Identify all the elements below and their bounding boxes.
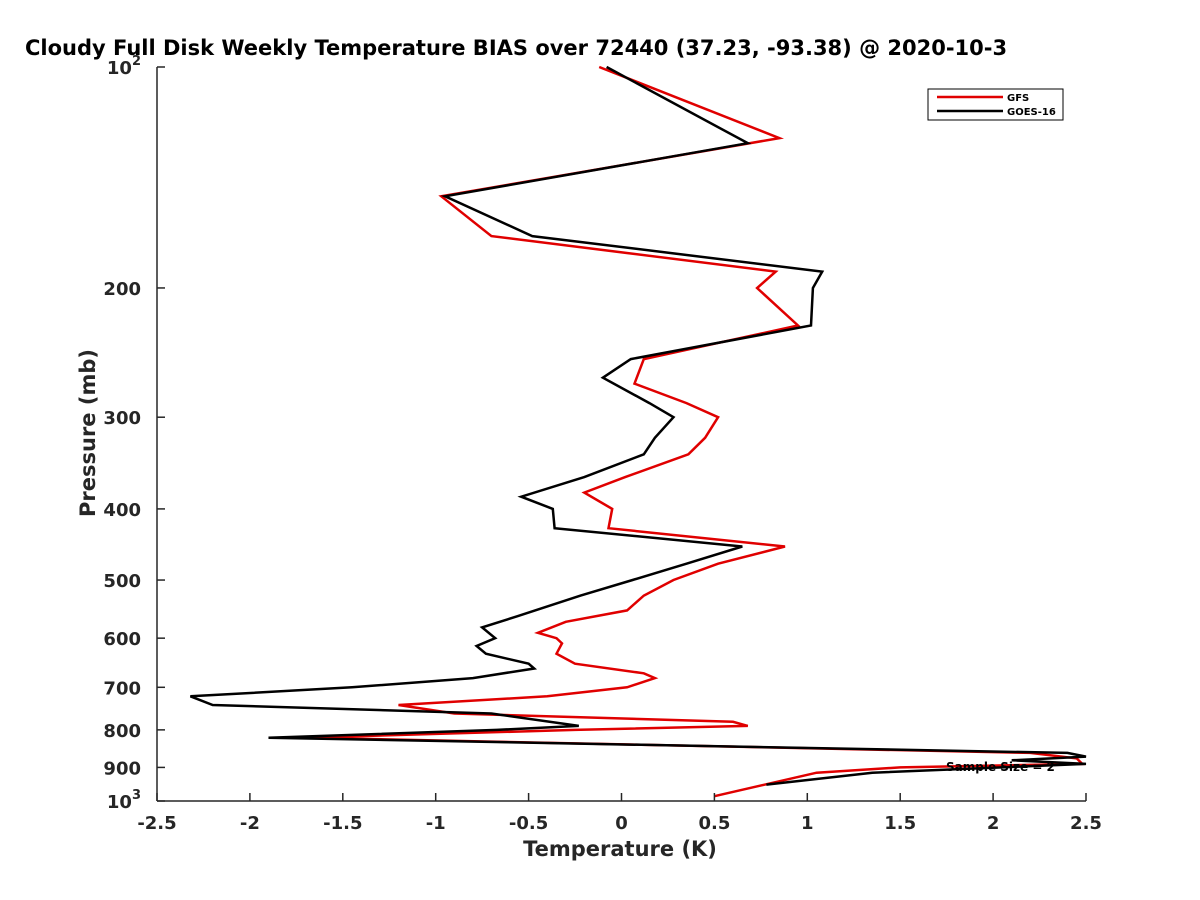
y-tick-label: 500 bbox=[103, 571, 141, 592]
y-tick-label: 700 bbox=[103, 678, 141, 699]
x-tick-label: -2 bbox=[240, 813, 260, 834]
x-tick-label: -0.5 bbox=[509, 813, 548, 834]
series-line-gfs bbox=[305, 65, 1086, 798]
y-tick-label: 400 bbox=[103, 500, 141, 521]
x-tick-label: -1.5 bbox=[323, 813, 362, 834]
legend-box bbox=[927, 88, 1064, 121]
x-ticks: -2.5 -2 -1.5 -1 -0.5 0 0.5 1 1.5 2 2.5 bbox=[137, 793, 1102, 834]
series-layer bbox=[189, 65, 1087, 798]
y-tick-label: 300 bbox=[103, 408, 141, 429]
x-tick-label: -2.5 bbox=[137, 813, 176, 834]
y-tick-label: 900 bbox=[103, 758, 141, 779]
y-tick-label: 800 bbox=[103, 721, 141, 742]
legend-label-gfs: GFS bbox=[1007, 93, 1029, 104]
x-tick-label: 0.5 bbox=[698, 813, 730, 834]
x-tick-label: 1 bbox=[801, 813, 814, 834]
x-tick-label: 1.5 bbox=[884, 813, 916, 834]
x-tick-label: -1 bbox=[426, 813, 446, 834]
y-tick-label: 600 bbox=[103, 629, 141, 650]
x-tick-label: 2 bbox=[987, 813, 1000, 834]
y-tick-label: 200 bbox=[103, 279, 141, 300]
y-axis-label: Pressure (mb) bbox=[76, 349, 100, 517]
chart-title: Cloudy Full Disk Weekly Temperature BIAS… bbox=[25, 36, 1007, 60]
x-axis-label: Temperature (K) bbox=[523, 837, 717, 861]
sample-size-annotation: Sample Size = 2 bbox=[946, 760, 1055, 774]
y-tick-label: 102 bbox=[107, 54, 141, 79]
legend-label-goes16: GOES-16 bbox=[1007, 107, 1056, 118]
series-line-goes16 bbox=[189, 65, 1087, 786]
x-tick-label: 2.5 bbox=[1070, 813, 1102, 834]
y-tick-label: 103 bbox=[107, 788, 141, 813]
legend: GFS GOES-16 bbox=[927, 88, 1064, 121]
y-ticks: 102 200 300 400 500 600 700 800 900 103 bbox=[103, 54, 165, 813]
x-tick-label: 0 bbox=[615, 813, 628, 834]
